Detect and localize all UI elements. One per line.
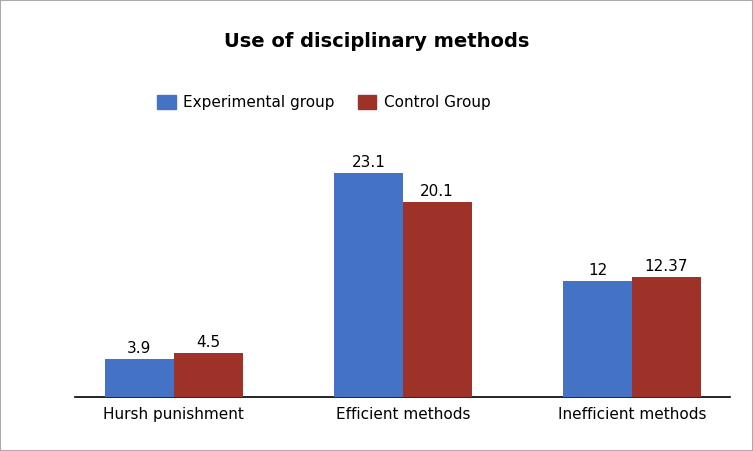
Bar: [632, 277, 700, 397]
Bar: [563, 281, 632, 397]
Legend: Experimental group, Control Group: Experimental group, Control Group: [151, 89, 496, 116]
Text: 20.1: 20.1: [420, 184, 454, 199]
Text: 3.9: 3.9: [127, 341, 151, 356]
Bar: [334, 173, 403, 397]
Bar: [403, 202, 471, 397]
Bar: [105, 359, 174, 397]
Text: 12.37: 12.37: [645, 259, 688, 274]
Text: Use of disciplinary methods: Use of disciplinary methods: [224, 32, 529, 51]
Text: 4.5: 4.5: [196, 336, 220, 350]
Bar: [174, 353, 242, 397]
Text: 12: 12: [588, 263, 607, 278]
Text: 23.1: 23.1: [352, 155, 386, 170]
